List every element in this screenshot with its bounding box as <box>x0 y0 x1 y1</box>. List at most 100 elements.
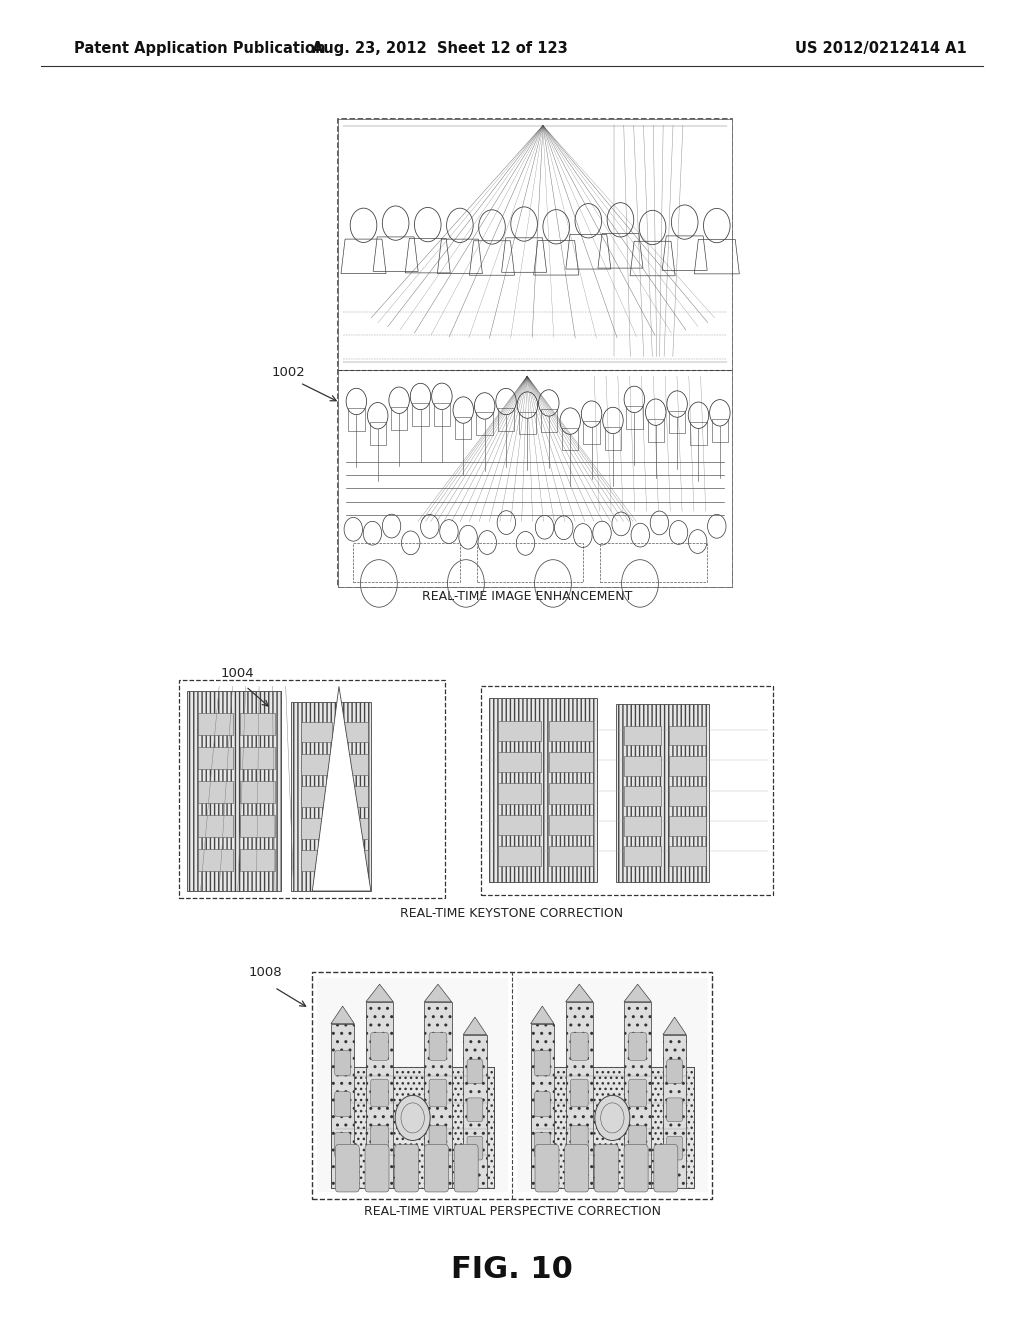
FancyBboxPatch shape <box>550 814 593 834</box>
FancyBboxPatch shape <box>624 1002 651 1188</box>
Circle shape <box>395 1096 430 1140</box>
FancyBboxPatch shape <box>594 1144 618 1192</box>
FancyBboxPatch shape <box>312 972 712 1199</box>
Text: REAL-TIME VIRTUAL PERSPECTIVE CORRECTION: REAL-TIME VIRTUAL PERSPECTIVE CORRECTION <box>364 1205 660 1218</box>
Polygon shape <box>663 1018 686 1035</box>
FancyBboxPatch shape <box>467 1137 483 1160</box>
Polygon shape <box>366 985 393 1002</box>
FancyBboxPatch shape <box>629 1080 646 1107</box>
FancyBboxPatch shape <box>669 846 706 866</box>
Text: 1004: 1004 <box>220 667 254 680</box>
FancyBboxPatch shape <box>624 787 662 805</box>
Text: FIG. 10: FIG. 10 <box>451 1255 573 1284</box>
FancyBboxPatch shape <box>629 1032 646 1060</box>
FancyBboxPatch shape <box>663 1035 686 1188</box>
FancyBboxPatch shape <box>371 1126 388 1154</box>
FancyBboxPatch shape <box>366 1002 393 1188</box>
Circle shape <box>595 1096 630 1140</box>
FancyBboxPatch shape <box>335 1144 359 1192</box>
FancyBboxPatch shape <box>240 781 275 803</box>
Text: US 2012/0212414 A1: US 2012/0212414 A1 <box>795 41 967 57</box>
Polygon shape <box>424 985 452 1002</box>
FancyBboxPatch shape <box>535 1051 550 1076</box>
FancyBboxPatch shape <box>498 814 541 834</box>
FancyBboxPatch shape <box>463 1035 486 1188</box>
Text: REAL-TIME IMAGE ENHANCEMENT: REAL-TIME IMAGE ENHANCEMENT <box>422 590 633 603</box>
FancyBboxPatch shape <box>550 752 593 772</box>
FancyBboxPatch shape <box>365 1144 389 1192</box>
FancyBboxPatch shape <box>198 781 233 803</box>
FancyBboxPatch shape <box>331 1068 495 1188</box>
FancyBboxPatch shape <box>240 814 275 837</box>
FancyBboxPatch shape <box>301 850 332 871</box>
FancyBboxPatch shape <box>317 978 508 1192</box>
Polygon shape <box>463 1018 486 1035</box>
FancyBboxPatch shape <box>425 1144 449 1192</box>
FancyBboxPatch shape <box>337 850 368 871</box>
Polygon shape <box>624 985 651 1002</box>
FancyBboxPatch shape <box>624 756 662 776</box>
FancyBboxPatch shape <box>667 1060 683 1084</box>
FancyBboxPatch shape <box>467 1098 483 1122</box>
FancyBboxPatch shape <box>179 680 445 898</box>
FancyBboxPatch shape <box>198 849 233 871</box>
FancyBboxPatch shape <box>667 1098 683 1122</box>
FancyBboxPatch shape <box>335 1133 350 1158</box>
FancyBboxPatch shape <box>371 1032 388 1060</box>
Text: 1002: 1002 <box>271 366 305 379</box>
FancyBboxPatch shape <box>198 713 233 735</box>
FancyBboxPatch shape <box>624 726 662 746</box>
FancyBboxPatch shape <box>498 783 541 804</box>
Text: Patent Application Publication: Patent Application Publication <box>74 41 326 57</box>
FancyBboxPatch shape <box>338 370 732 587</box>
FancyBboxPatch shape <box>535 1144 559 1192</box>
FancyBboxPatch shape <box>629 1126 646 1154</box>
Polygon shape <box>530 1006 554 1024</box>
FancyBboxPatch shape <box>550 783 593 804</box>
FancyBboxPatch shape <box>498 752 541 772</box>
FancyBboxPatch shape <box>564 1144 589 1192</box>
FancyBboxPatch shape <box>570 1080 588 1107</box>
FancyBboxPatch shape <box>535 1133 550 1158</box>
FancyBboxPatch shape <box>429 1032 446 1060</box>
FancyBboxPatch shape <box>335 1051 350 1076</box>
FancyBboxPatch shape <box>667 1137 683 1160</box>
FancyBboxPatch shape <box>301 754 332 775</box>
FancyBboxPatch shape <box>570 1126 588 1154</box>
FancyBboxPatch shape <box>301 818 332 840</box>
FancyBboxPatch shape <box>429 1126 446 1154</box>
FancyBboxPatch shape <box>481 686 773 895</box>
FancyBboxPatch shape <box>669 816 706 836</box>
FancyBboxPatch shape <box>625 1144 648 1192</box>
FancyBboxPatch shape <box>198 747 233 770</box>
Text: 1008: 1008 <box>249 966 283 979</box>
FancyBboxPatch shape <box>301 785 332 807</box>
Polygon shape <box>312 686 371 891</box>
FancyBboxPatch shape <box>198 814 233 837</box>
Text: Aug. 23, 2012  Sheet 12 of 123: Aug. 23, 2012 Sheet 12 of 123 <box>312 41 568 57</box>
FancyBboxPatch shape <box>337 754 368 775</box>
FancyBboxPatch shape <box>530 1068 694 1188</box>
FancyBboxPatch shape <box>371 1080 388 1107</box>
FancyBboxPatch shape <box>337 722 368 742</box>
FancyBboxPatch shape <box>654 1144 678 1192</box>
FancyBboxPatch shape <box>615 705 709 882</box>
FancyBboxPatch shape <box>489 698 597 882</box>
FancyBboxPatch shape <box>240 849 275 871</box>
FancyBboxPatch shape <box>624 816 662 836</box>
FancyBboxPatch shape <box>570 1032 588 1060</box>
Polygon shape <box>565 985 593 1002</box>
FancyBboxPatch shape <box>498 846 541 866</box>
FancyBboxPatch shape <box>424 1002 452 1188</box>
FancyBboxPatch shape <box>429 1080 446 1107</box>
FancyBboxPatch shape <box>187 690 281 891</box>
FancyBboxPatch shape <box>337 785 368 807</box>
FancyBboxPatch shape <box>535 1092 550 1117</box>
FancyBboxPatch shape <box>550 846 593 866</box>
FancyBboxPatch shape <box>301 722 332 742</box>
FancyBboxPatch shape <box>291 701 371 891</box>
FancyBboxPatch shape <box>550 721 593 741</box>
FancyBboxPatch shape <box>455 1144 478 1192</box>
FancyBboxPatch shape <box>394 1144 419 1192</box>
FancyBboxPatch shape <box>498 721 541 741</box>
